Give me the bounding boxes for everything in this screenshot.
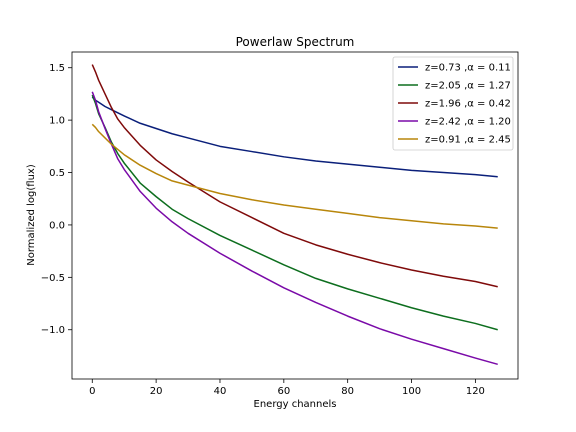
chart-title: Powerlaw Spectrum [236,35,355,49]
legend-entry: z=2.42 ,α = 1.20 [425,117,511,128]
y-tick-label: −0.5 [41,273,65,284]
series-line-5 [91,123,498,229]
y-axis-label: Normalized log(flux) [26,164,37,266]
y-axis: −1.0 −0.5 0.0 0.5 1.0 1.5 [41,63,72,336]
x-tick-label: 60 [277,386,290,397]
legend-entry: z=2.05 ,α = 1.27 [425,81,511,92]
x-tick-label: 120 [466,386,485,397]
x-axis: 0 20 40 60 80 100 120 [89,379,485,397]
series-line-1 [91,96,498,178]
x-tick-label: 0 [89,386,95,397]
legend-entry: z=1.96 ,α = 0.42 [425,99,511,110]
x-tick-label: 100 [402,386,421,397]
y-tick-label: 1.0 [49,116,65,127]
x-tick-label: 80 [341,386,354,397]
y-tick-label: −1.0 [41,325,65,336]
legend: z=0.73 ,α = 0.11 z=2.05 ,α = 1.27 z=1.96 ,… [392,56,514,151]
legend-entry: z=0.91 ,α = 2.45 [425,135,511,146]
x-tick-label: 40 [214,386,227,397]
y-tick-label: 1.5 [49,63,65,74]
series-line-3 [91,64,498,288]
legend-frame [392,56,514,151]
series-lines [91,64,498,366]
plot-frame [71,51,519,380]
legend-entry: z=0.73 ,α = 0.11 [425,63,511,74]
series-line-4 [91,91,498,366]
x-axis-label: Energy channels [254,399,337,410]
y-tick-label: 0.5 [49,168,65,179]
y-tick-label: 0.0 [49,220,65,231]
x-tick-label: 20 [150,386,163,397]
